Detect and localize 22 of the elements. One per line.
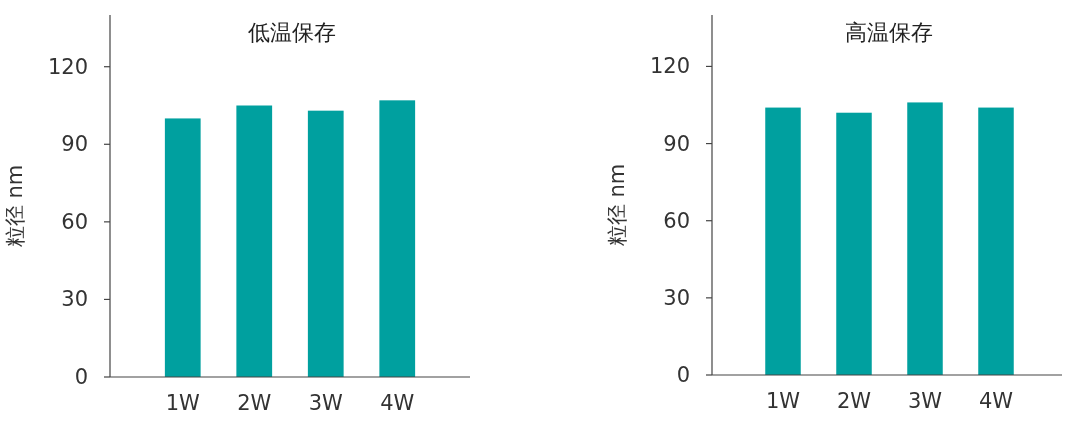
y-tick-label: 90: [61, 132, 88, 157]
x-tick-label: 3W: [308, 391, 344, 415]
x-tick-label: 3W: [907, 389, 943, 413]
y-tick-label: 0: [676, 363, 690, 387]
y-tick-label: 30: [663, 285, 690, 310]
x-tick-label: 4W: [380, 391, 415, 415]
x-tick-label: 1W: [165, 391, 201, 415]
y-axis-title: 粒径 nm: [3, 164, 27, 248]
y-tick-label: 120: [47, 54, 88, 79]
y-tick-label: 120: [649, 54, 690, 79]
chart-title: 高温保存: [845, 20, 933, 45]
y-tick-label: 90: [663, 131, 690, 156]
x-tick-label: 2W: [836, 389, 872, 413]
chart-title: 低温保存: [248, 20, 336, 45]
x-tick-label: 4W: [978, 389, 1014, 413]
y-axis-title: 粒径 nm: [605, 163, 629, 247]
y-tick-label: 60: [61, 209, 88, 234]
y-tick-label: 0: [74, 365, 88, 389]
x-tick-label: 2W: [237, 391, 272, 415]
y-tick-label: 30: [61, 287, 88, 312]
x-tick-label: 1W: [765, 389, 801, 413]
y-tick-label: 60: [663, 208, 690, 233]
